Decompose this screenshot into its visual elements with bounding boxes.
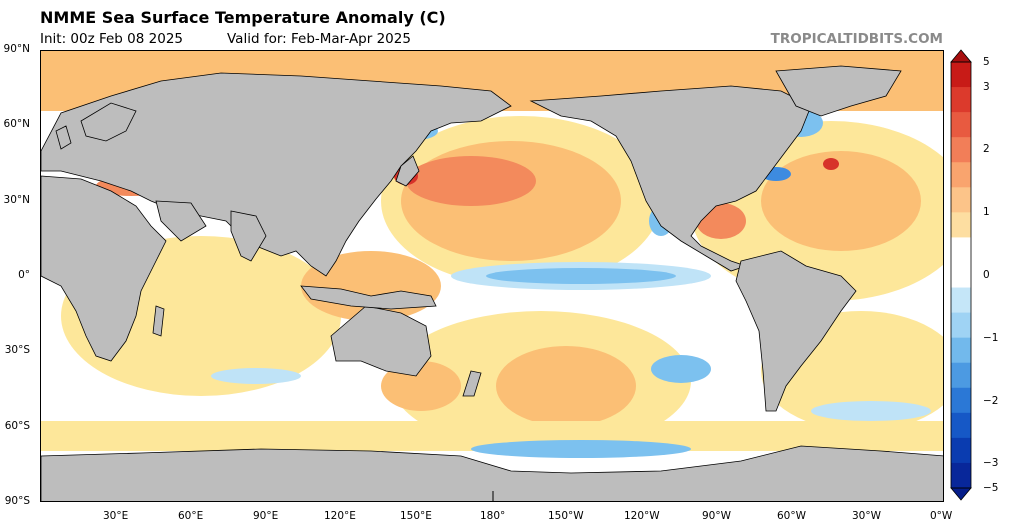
colorbar-label-2: 2 <box>983 143 990 155</box>
lat-label-60n: 60°N <box>3 118 30 130</box>
colorbar-segment <box>951 112 971 138</box>
land-uk <box>55 125 72 150</box>
colorbar-label-5: 5 <box>983 56 990 68</box>
colorbar-label-1: 1 <box>983 206 990 218</box>
colorbar-segment <box>951 412 971 439</box>
lon-label-60e: 60°E <box>178 510 204 522</box>
colorbar-max-arrow <box>950 49 972 63</box>
watermark-text: TROPICALTIDBITS.COM <box>770 31 943 47</box>
colorbar-segment <box>951 362 971 389</box>
colorbar-segment <box>951 337 971 364</box>
lon-label-60w: 60°W <box>777 510 806 522</box>
colorbar <box>950 49 972 501</box>
land-antarctica <box>41 445 943 501</box>
lon-label-90e: 90°E <box>253 510 279 522</box>
land-new-zealand <box>462 370 482 397</box>
colorbar-segment <box>951 312 971 339</box>
map-title: NMME Sea Surface Temperature Anomaly (C) <box>40 8 446 27</box>
lon-label-30e: 30°E <box>103 510 129 522</box>
colorbar-segment <box>951 187 971 213</box>
colorbar-segment <box>951 237 971 263</box>
sst-anomaly-map <box>40 50 944 502</box>
colorbar-segment <box>951 137 971 163</box>
colorbar-label-0: 0 <box>983 269 990 281</box>
colorbar-label-3: 3 <box>983 81 990 93</box>
southeast-pacific-cool <box>651 355 711 383</box>
colorbar-label-m5: −5 <box>983 482 999 494</box>
land-layer <box>41 65 943 501</box>
colorbar-segment <box>951 212 971 238</box>
lon-label-0w: 0°W <box>930 510 953 522</box>
lat-label-0: 0° <box>18 269 30 281</box>
colorbar-min-arrow <box>950 487 972 501</box>
south-pacific-warm-mid <box>496 346 636 426</box>
colorbar-segment <box>951 462 971 489</box>
lon-label-120w: 120°W <box>624 510 660 522</box>
lon-label-180: 180° <box>480 510 506 522</box>
valid-period: Valid for: Feb-Mar-Apr 2025 <box>227 31 411 47</box>
lon-label-120e: 120°E <box>324 510 356 522</box>
land-africa <box>41 175 167 362</box>
colorbar-segment <box>951 262 971 289</box>
land-australia <box>330 305 432 377</box>
lon-label-150e: 150°E <box>400 510 432 522</box>
lat-label-90n: 90°N <box>3 43 30 55</box>
land-japan <box>395 155 420 187</box>
lon-label-30w: 30°W <box>852 510 881 522</box>
land-south-america <box>735 250 857 412</box>
south-atlantic-cool <box>811 401 931 421</box>
colorbar-segment <box>951 387 971 414</box>
equatorial-pacific-cool-mid <box>486 268 676 284</box>
land-indonesia <box>300 285 437 310</box>
colorbar-frame <box>950 61 972 489</box>
colorbar-segment <box>951 87 971 113</box>
colorbar-segment <box>951 62 971 88</box>
init-time: Init: 00z Feb 08 2025 <box>40 31 183 47</box>
lon-label-90w: 90°W <box>702 510 731 522</box>
lat-label-60s: 60°S <box>4 420 30 432</box>
colorbar-label-m2: −2 <box>983 395 999 407</box>
lat-label-90s: 90°S <box>4 495 30 507</box>
south-indian-cool <box>211 368 301 384</box>
colorbar-segments <box>951 62 971 489</box>
north-atlantic-warm-mid <box>761 151 921 251</box>
colorbar-segment <box>951 162 971 188</box>
map-canvas <box>41 51 943 501</box>
colorbar-label-m1: −1 <box>983 332 999 344</box>
colorbar-segment <box>951 287 971 314</box>
colorbar-label-m3: −3 <box>983 457 999 469</box>
gulf-stream-warm-core <box>823 158 839 170</box>
kuroshio-warm <box>406 156 536 206</box>
colorbar-segment <box>951 437 971 464</box>
lat-label-30s: 30°S <box>4 344 30 356</box>
lat-label-30n: 30°N <box>3 194 30 206</box>
land-europe-scandinavia <box>80 102 137 142</box>
land-india <box>230 210 267 262</box>
southern-ocean-cool <box>471 440 691 458</box>
land-arabia <box>155 200 207 242</box>
land-eurasia <box>41 72 512 277</box>
land-madagascar <box>152 305 165 337</box>
lon-label-150w: 150°W <box>548 510 584 522</box>
land-greenland <box>775 65 902 117</box>
